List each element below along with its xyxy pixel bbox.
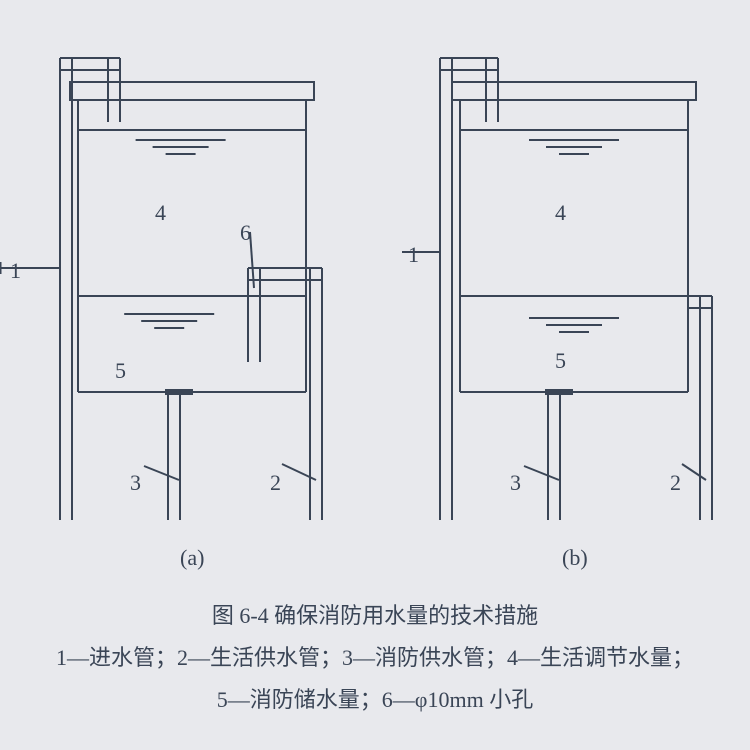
caption-legend-2: 5—消防储水量；6—φ10mm 小孔 [217, 687, 533, 712]
panel-b-label-n2: 2 [670, 470, 681, 496]
panel-b-label-n5: 5 [555, 348, 566, 374]
panel-b-label-n3: 3 [510, 470, 521, 496]
panel-a-label-n4: 4 [155, 200, 166, 226]
panel-b-label-sub: (b) [562, 545, 588, 571]
panel-a-label-n1: 1 [10, 258, 21, 284]
panel-a-label-n2: 2 [270, 470, 281, 496]
panel-a-label-sub: (a) [180, 545, 204, 571]
panel-b-label-n1: 1 [408, 242, 419, 268]
caption-legend-1: 1—进水管；2—生活供水管；3—消防供水管；4—生活调节水量； [56, 645, 694, 670]
panel-b-label-n4: 4 [555, 200, 566, 226]
panel-a-label-n5: 5 [115, 358, 126, 384]
panel-a-label-n6: 6 [240, 220, 251, 246]
caption-title: 图 6-4 确保消防用水量的技术措施 [212, 603, 538, 628]
panel-a-label-n3: 3 [130, 470, 141, 496]
figure-caption: 图 6-4 确保消防用水量的技术措施 1—进水管；2—生活供水管；3—消防供水管；… [0, 595, 750, 720]
